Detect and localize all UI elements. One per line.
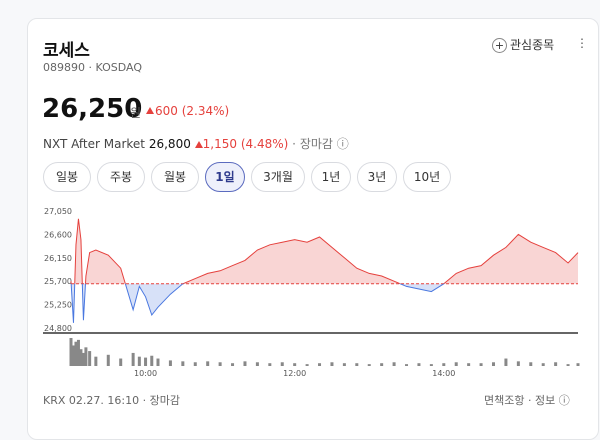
volume-bar bbox=[74, 341, 78, 366]
volume-bar bbox=[479, 363, 483, 366]
volume-bar bbox=[88, 351, 92, 366]
stock-card bbox=[27, 18, 599, 440]
volume-bar bbox=[131, 352, 135, 366]
volume-bar bbox=[84, 347, 88, 366]
volume-bar bbox=[392, 362, 396, 366]
info[interactable]: 정보 bbox=[534, 394, 556, 407]
am-label: NXT After Market bbox=[43, 137, 146, 151]
period-tab[interactable]: 1년 bbox=[311, 162, 351, 192]
volume-bar bbox=[504, 358, 508, 366]
am-status: 장마감 bbox=[299, 137, 333, 151]
volume-bar bbox=[94, 356, 98, 366]
price: 26,250 bbox=[42, 94, 143, 124]
price-line-up bbox=[70, 218, 579, 284]
y-tick-label: 27,050 bbox=[44, 207, 72, 216]
more-menu[interactable]: ⋮ bbox=[576, 36, 588, 50]
volume-bar bbox=[566, 364, 570, 366]
watch-button[interactable]: + 관심종목 bbox=[492, 36, 554, 53]
volume-bar bbox=[206, 361, 210, 366]
volume-bar bbox=[268, 363, 272, 366]
volume-bar bbox=[76, 339, 80, 366]
period-tab[interactable]: 월봉 bbox=[151, 162, 199, 192]
volume-bar bbox=[492, 362, 495, 366]
volume-bar bbox=[380, 363, 384, 366]
volume-bar bbox=[429, 364, 433, 366]
volume-bar bbox=[330, 362, 334, 366]
area-up bbox=[71, 218, 578, 284]
footer-left: KRX 02.27. 16:10 · 장마감 bbox=[43, 394, 180, 407]
x-tick-label: 10:00 bbox=[134, 369, 157, 378]
period-tab[interactable]: 일봉 bbox=[43, 162, 91, 192]
volume-bar bbox=[243, 361, 247, 366]
y-tick-label: 26,600 bbox=[44, 230, 72, 239]
am-change-pct: (4.48%) bbox=[240, 137, 289, 151]
volume-bar bbox=[541, 363, 545, 366]
period-tab[interactable]: 3년 bbox=[357, 162, 397, 192]
volume-bar bbox=[119, 358, 123, 366]
period-tab[interactable]: 10년 bbox=[403, 162, 451, 192]
volume-bar bbox=[442, 363, 446, 366]
market: KOSDAQ bbox=[95, 61, 143, 74]
period-tab[interactable]: 1일 bbox=[205, 162, 245, 192]
volume-bar bbox=[150, 355, 154, 366]
disclaimer[interactable]: 면책조항 bbox=[484, 394, 525, 407]
stock-name: 코세스 bbox=[43, 41, 90, 61]
y-tick-label: 25,700 bbox=[44, 277, 72, 286]
volume-bar bbox=[417, 363, 421, 366]
volume-bar bbox=[168, 360, 172, 366]
y-tick-label: 26,150 bbox=[44, 254, 72, 263]
period-tab[interactable]: 주봉 bbox=[97, 162, 145, 192]
volume-bar bbox=[305, 364, 309, 366]
volume-bar bbox=[529, 362, 533, 366]
am-price: 26,800 bbox=[148, 137, 191, 151]
am-change: 1,150 bbox=[202, 137, 238, 151]
volume-bar bbox=[454, 362, 458, 366]
market-status: 장마감 bbox=[149, 394, 180, 407]
volume-bar bbox=[255, 362, 259, 366]
code: 089890 bbox=[43, 61, 85, 74]
y-tick-label: 24,800 bbox=[44, 324, 72, 333]
up-arrow bbox=[146, 107, 154, 114]
volume-bar bbox=[405, 364, 409, 366]
volume-bar bbox=[355, 363, 359, 366]
source: KRX 02.27. 16:10 bbox=[43, 394, 140, 407]
price-change: 600 (2.34%) bbox=[155, 104, 229, 118]
chart: 27,050 26,600 26,150 25,700 25,250 24,800 10:0… bbox=[43, 207, 580, 378]
volume-bar bbox=[137, 356, 141, 366]
volume-bar bbox=[106, 354, 110, 366]
volume-bar bbox=[280, 362, 284, 366]
change-pct: (2.34%) bbox=[181, 104, 230, 118]
volume-bar bbox=[71, 345, 75, 366]
volume-bar bbox=[367, 364, 371, 366]
volume-bar bbox=[318, 363, 322, 366]
volume-bar bbox=[69, 338, 73, 366]
volume-bar bbox=[193, 362, 197, 366]
x-tick-label: 14:00 bbox=[432, 369, 455, 378]
price-unit: 원 bbox=[130, 106, 142, 120]
volume-bar bbox=[79, 349, 83, 366]
am-arrow bbox=[194, 141, 203, 148]
volume-bar bbox=[218, 362, 222, 366]
y-tick-label: 25,250 bbox=[44, 301, 72, 310]
volume-bar bbox=[576, 363, 580, 366]
x-tick-label: 12:00 bbox=[283, 369, 306, 378]
volume-bar bbox=[467, 363, 471, 366]
area-down bbox=[71, 283, 444, 323]
volume-bar bbox=[516, 361, 520, 366]
volume-bar bbox=[293, 363, 297, 366]
volume-bar bbox=[554, 362, 558, 366]
period-tab[interactable]: 3개월 bbox=[251, 162, 305, 192]
page: 코세스 089890 · KOSDAQ + 관심종목 ⋮ 26,250 원 600… bbox=[27, 18, 599, 440]
after-market: NXT After Market 26,800 1,150 (4.48%) · … bbox=[43, 137, 349, 151]
volume-bar bbox=[156, 358, 160, 366]
volume-bar bbox=[81, 352, 85, 366]
volume-bar bbox=[181, 361, 185, 366]
volume-bar bbox=[231, 363, 235, 366]
volume-bar bbox=[342, 363, 346, 366]
footer-right: 면책조항 · 정보 ⓘ bbox=[484, 394, 570, 407]
change: 600 bbox=[155, 104, 178, 118]
stock-code: 089890 · KOSDAQ bbox=[43, 61, 143, 74]
watch-label[interactable]: 관심종목 bbox=[510, 38, 555, 52]
volume-bar bbox=[144, 357, 148, 366]
